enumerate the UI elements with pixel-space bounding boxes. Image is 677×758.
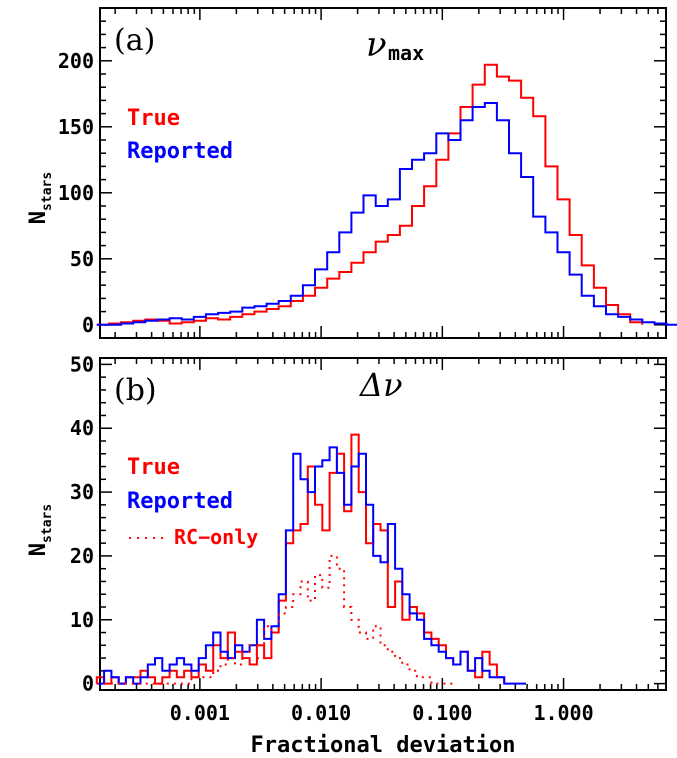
panel-b-legend-reported: Reported [127, 489, 233, 514]
svg-text:Nstars: Nstars [26, 504, 55, 556]
panel-a-title-sub: max [388, 41, 424, 65]
y-tick-label: 20 [70, 544, 94, 568]
y-tick-label: 10 [70, 608, 94, 632]
y-tick-label: 100 [58, 181, 94, 205]
y-tick-label: 150 [58, 115, 94, 139]
panel-a-label: (a) [114, 23, 155, 58]
series-a-true [96, 63, 644, 326]
panel-a-series [96, 63, 677, 326]
panel-b-frame [99, 357, 667, 691]
svg-text:Nstars: Nstars [26, 172, 55, 224]
x-tick-label: 0.010 [291, 701, 351, 725]
panel-a-ylabel-sub: stars [40, 172, 55, 211]
panel-a-ylabel-main: N [26, 211, 51, 224]
y-tick-label: 50 [70, 247, 94, 271]
panel-a-title: ν [366, 25, 387, 65]
x-tick-label: 0.001 [170, 701, 230, 725]
series-b-true [95, 433, 506, 685]
x-axis-label: Fractional deviation [251, 733, 516, 758]
panel-b-x-ticks [114, 358, 667, 690]
panel-b-ylabel: Nstars [26, 504, 55, 556]
panel-a-x-ticks [114, 8, 667, 338]
panel-b: 0 10 20 30 40 50 (b) Δν True Reported RC−only… [26, 352, 667, 696]
panel-a: 0 50 100 150 200 (a) ν max True Reported Nst… [26, 7, 677, 339]
panel-b-legend-true: True [127, 455, 180, 480]
panel-b-ylabel-main: N [26, 543, 51, 556]
panel-a-ylabel: Nstars [26, 172, 55, 224]
series-a-reported [96, 102, 677, 326]
panel-b-y-ticks: 0 10 20 30 40 50 [70, 352, 666, 696]
x-tick-labels: 0.001 0.010 0.100 1.000 [170, 701, 594, 725]
panel-b-ylabel-sub: stars [40, 504, 55, 543]
series-b-reported [96, 446, 526, 685]
panel-a-y-ticks: 0 50 100 150 200 [58, 7, 666, 337]
series-b-rc-only [96, 554, 454, 685]
y-tick-label: 30 [70, 480, 94, 504]
x-tick-label: 0.100 [412, 701, 472, 725]
y-tick-label: 50 [70, 352, 94, 376]
panel-b-label: (b) [114, 373, 157, 408]
y-tick-label: 40 [70, 416, 94, 440]
panel-a-legend-true: True [127, 106, 180, 131]
y-tick-label: 0 [82, 672, 94, 696]
panel-b-title: Δν [358, 366, 403, 404]
panel-b-legend-rc-only: RC−only [174, 525, 258, 549]
y-tick-label: 0 [82, 313, 94, 337]
panel-a-frame [99, 7, 667, 339]
panel-b-series [95, 433, 526, 685]
panel-a-legend-reported: Reported [127, 139, 233, 164]
x-tick-label: 1.000 [533, 701, 593, 725]
y-tick-label: 200 [58, 49, 94, 73]
